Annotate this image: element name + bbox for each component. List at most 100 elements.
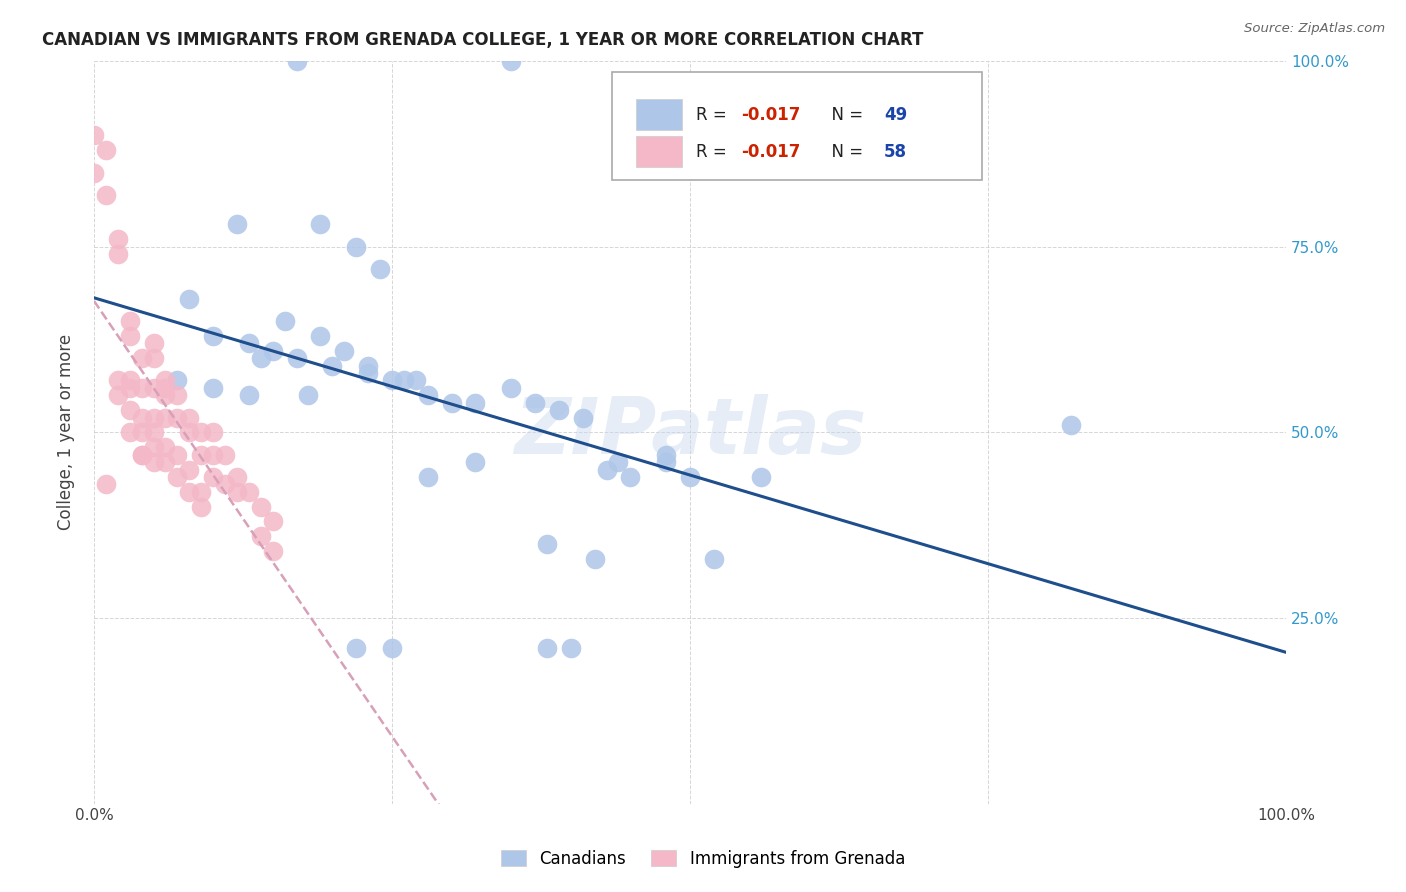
Point bbox=[166, 388, 188, 402]
Point bbox=[107, 388, 129, 402]
Point bbox=[607, 455, 630, 469]
Point bbox=[202, 448, 225, 462]
Text: N =: N = bbox=[821, 143, 869, 161]
Point bbox=[344, 640, 367, 655]
Point bbox=[381, 373, 404, 387]
Point bbox=[333, 343, 356, 358]
Point bbox=[155, 440, 177, 454]
Point bbox=[392, 373, 415, 387]
Point bbox=[214, 477, 236, 491]
Point bbox=[190, 500, 212, 514]
Point bbox=[536, 537, 558, 551]
Point bbox=[619, 470, 641, 484]
Point bbox=[118, 403, 141, 417]
Point bbox=[655, 448, 678, 462]
Text: R =: R = bbox=[696, 143, 733, 161]
Point bbox=[571, 410, 593, 425]
Point bbox=[179, 462, 201, 476]
Point bbox=[142, 425, 165, 440]
Point bbox=[166, 448, 188, 462]
Text: -0.017: -0.017 bbox=[741, 105, 800, 124]
Point bbox=[179, 484, 201, 499]
Point bbox=[285, 54, 308, 69]
Point bbox=[262, 515, 284, 529]
Point bbox=[131, 425, 153, 440]
Point bbox=[416, 470, 439, 484]
Point bbox=[155, 410, 177, 425]
Text: 58: 58 bbox=[884, 143, 907, 161]
Point bbox=[464, 455, 486, 469]
Point bbox=[357, 366, 380, 380]
Point bbox=[309, 218, 332, 232]
Point bbox=[190, 448, 212, 462]
FancyBboxPatch shape bbox=[613, 72, 981, 180]
Point bbox=[285, 351, 308, 365]
Point bbox=[416, 388, 439, 402]
Text: R =: R = bbox=[696, 105, 733, 124]
Point bbox=[309, 329, 332, 343]
Legend: Canadians, Immigrants from Grenada: Canadians, Immigrants from Grenada bbox=[495, 844, 911, 875]
Point bbox=[155, 381, 177, 395]
Point bbox=[94, 143, 117, 157]
Text: -0.017: -0.017 bbox=[741, 143, 800, 161]
Point bbox=[250, 529, 273, 543]
Point bbox=[250, 500, 273, 514]
Point bbox=[118, 381, 141, 395]
Point bbox=[142, 410, 165, 425]
Point bbox=[202, 329, 225, 343]
Point bbox=[214, 448, 236, 462]
Point bbox=[179, 425, 201, 440]
Point bbox=[131, 448, 153, 462]
Point bbox=[166, 373, 188, 387]
Point bbox=[107, 247, 129, 261]
Y-axis label: College, 1 year or more: College, 1 year or more bbox=[58, 334, 75, 531]
Point bbox=[547, 403, 569, 417]
Point bbox=[357, 359, 380, 373]
Point bbox=[679, 470, 702, 484]
Point bbox=[107, 232, 129, 246]
Point bbox=[94, 477, 117, 491]
Point bbox=[297, 388, 319, 402]
Point bbox=[166, 410, 188, 425]
Point bbox=[344, 240, 367, 254]
Point bbox=[226, 484, 249, 499]
Point bbox=[107, 373, 129, 387]
Point bbox=[464, 395, 486, 409]
Point bbox=[142, 440, 165, 454]
Point bbox=[501, 381, 523, 395]
Point bbox=[440, 395, 463, 409]
Point bbox=[238, 388, 260, 402]
Point bbox=[155, 455, 177, 469]
Point bbox=[226, 470, 249, 484]
Point bbox=[273, 314, 295, 328]
Text: N =: N = bbox=[821, 105, 869, 124]
Point bbox=[536, 640, 558, 655]
Point bbox=[262, 544, 284, 558]
Point bbox=[131, 410, 153, 425]
Point bbox=[142, 336, 165, 351]
Point bbox=[190, 425, 212, 440]
Point bbox=[142, 455, 165, 469]
Point bbox=[202, 470, 225, 484]
Point bbox=[179, 292, 201, 306]
FancyBboxPatch shape bbox=[637, 99, 682, 130]
Point bbox=[262, 343, 284, 358]
Point bbox=[523, 395, 546, 409]
Text: 49: 49 bbox=[884, 105, 907, 124]
FancyBboxPatch shape bbox=[637, 136, 682, 168]
Point bbox=[83, 128, 105, 143]
Point bbox=[155, 373, 177, 387]
Point bbox=[238, 484, 260, 499]
Point bbox=[405, 373, 427, 387]
Point bbox=[703, 551, 725, 566]
Point bbox=[118, 329, 141, 343]
Point bbox=[142, 351, 165, 365]
Point bbox=[202, 381, 225, 395]
Point bbox=[118, 314, 141, 328]
Point bbox=[155, 388, 177, 402]
Point bbox=[142, 381, 165, 395]
Point bbox=[131, 448, 153, 462]
Point bbox=[118, 425, 141, 440]
Point bbox=[83, 165, 105, 179]
Text: CANADIAN VS IMMIGRANTS FROM GRENADA COLLEGE, 1 YEAR OR MORE CORRELATION CHART: CANADIAN VS IMMIGRANTS FROM GRENADA COLL… bbox=[42, 31, 924, 49]
